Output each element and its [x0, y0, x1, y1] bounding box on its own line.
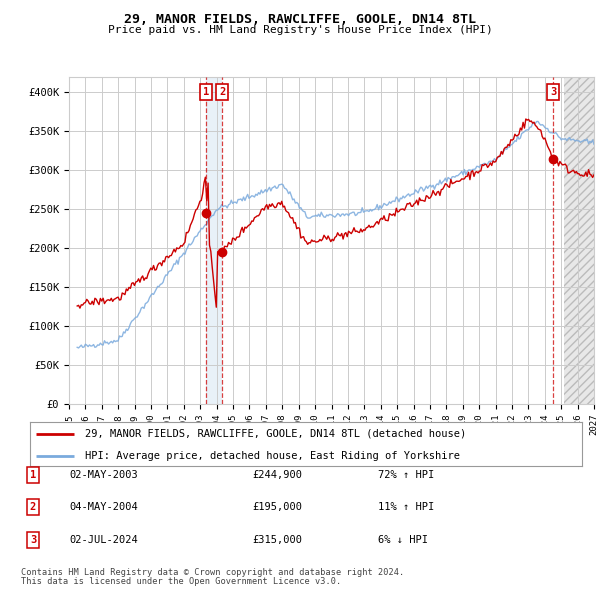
- Text: 1: 1: [30, 470, 36, 480]
- Text: £244,900: £244,900: [252, 470, 302, 480]
- Text: 2: 2: [30, 503, 36, 512]
- Text: Price paid vs. HM Land Registry's House Price Index (HPI): Price paid vs. HM Land Registry's House …: [107, 25, 493, 35]
- Text: Contains HM Land Registry data © Crown copyright and database right 2024.: Contains HM Land Registry data © Crown c…: [21, 568, 404, 577]
- Text: This data is licensed under the Open Government Licence v3.0.: This data is licensed under the Open Gov…: [21, 578, 341, 586]
- Text: 3: 3: [550, 87, 556, 97]
- Text: 1: 1: [203, 87, 209, 97]
- Text: HPI: Average price, detached house, East Riding of Yorkshire: HPI: Average price, detached house, East…: [85, 451, 460, 461]
- Text: 6% ↓ HPI: 6% ↓ HPI: [378, 535, 428, 545]
- Bar: [565, 77, 600, 404]
- Text: 04-MAY-2004: 04-MAY-2004: [69, 503, 138, 512]
- Text: 29, MANOR FIELDS, RAWCLIFFE, GOOLE, DN14 8TL (detached house): 29, MANOR FIELDS, RAWCLIFFE, GOOLE, DN14…: [85, 429, 466, 439]
- Text: 02-MAY-2003: 02-MAY-2003: [69, 470, 138, 480]
- Text: 11% ↑ HPI: 11% ↑ HPI: [378, 503, 434, 512]
- Text: 2: 2: [219, 87, 225, 97]
- Text: 72% ↑ HPI: 72% ↑ HPI: [378, 470, 434, 480]
- Text: £315,000: £315,000: [252, 535, 302, 545]
- Text: 29, MANOR FIELDS, RAWCLIFFE, GOOLE, DN14 8TL: 29, MANOR FIELDS, RAWCLIFFE, GOOLE, DN14…: [124, 13, 476, 26]
- Text: 02-JUL-2024: 02-JUL-2024: [69, 535, 138, 545]
- Text: £195,000: £195,000: [252, 503, 302, 512]
- Bar: [206, 77, 222, 404]
- Text: 3: 3: [30, 535, 36, 545]
